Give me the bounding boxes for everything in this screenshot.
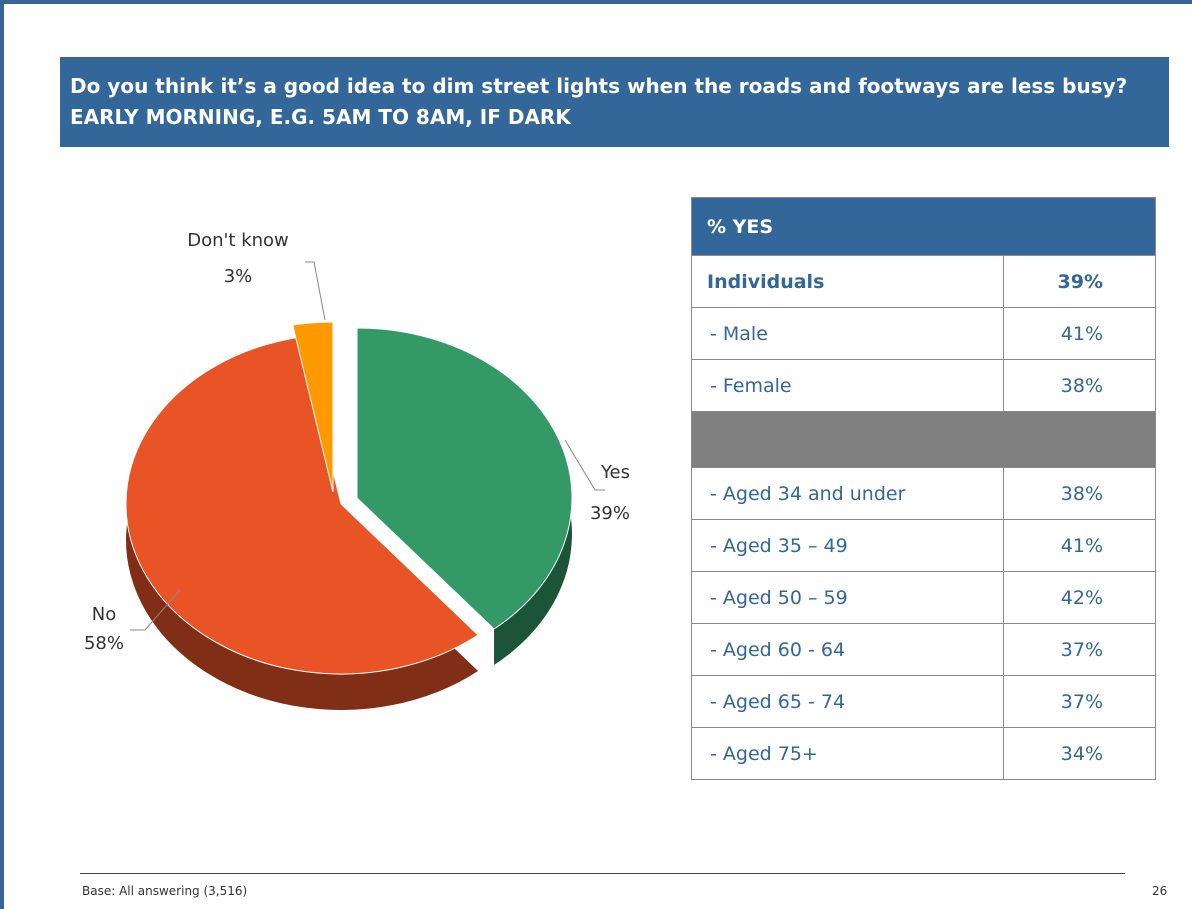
- pie-slice: [125, 336, 479, 675]
- row-value: 39%: [1002, 255, 1157, 308]
- slide-left-border: [0, 0, 4, 909]
- leader-line: [564, 439, 605, 491]
- page-number: 26: [1152, 884, 1168, 898]
- row-value: 41%: [1002, 307, 1157, 360]
- table-row: - Aged 34 and under 38%: [691, 467, 1157, 520]
- row-label: - Aged 35 – 49: [691, 519, 1004, 572]
- slice-label: Yes: [600, 462, 630, 483]
- slide-title: Do you think it’s a good idea to dim str…: [60, 57, 1169, 147]
- spacer-cell: [690, 411, 1157, 468]
- pie-slice-side: [125, 337, 479, 710]
- row-value: 37%: [1002, 675, 1157, 728]
- table-row: - Male 41%: [691, 307, 1157, 360]
- row-value: 37%: [1002, 623, 1157, 676]
- table-row: - Aged 50 – 59 42%: [691, 571, 1157, 624]
- results-table: % YES Individuals 39% - Male 41% - Female 3…: [690, 197, 1157, 780]
- row-label: Individuals: [691, 255, 1004, 308]
- slice-value-label: 58%: [84, 633, 124, 654]
- slice-value-label: 3%: [224, 266, 253, 287]
- slice-value-label: 39%: [590, 503, 630, 524]
- slide-top-border: [0, 0, 1192, 4]
- row-value: 34%: [1002, 727, 1157, 780]
- table-row: Individuals 39%: [691, 255, 1157, 308]
- row-label: - Aged 60 - 64: [691, 623, 1004, 676]
- table-spacer-row: [690, 411, 1157, 468]
- table-row: - Aged 75+ 34%: [691, 727, 1157, 780]
- row-label: - Female: [691, 359, 1004, 412]
- row-label: - Male: [691, 307, 1004, 360]
- table-row: - Aged 35 – 49 41%: [691, 519, 1157, 572]
- row-value: 42%: [1002, 571, 1157, 624]
- footer-divider: [80, 873, 1125, 874]
- leader-line: [305, 261, 326, 321]
- row-value: 41%: [1002, 519, 1157, 572]
- row-label: - Aged 65 - 74: [691, 675, 1004, 728]
- pie-slice: [292, 321, 334, 493]
- row-label: - Aged 50 – 59: [691, 571, 1004, 624]
- pie-slice: [356, 327, 573, 630]
- row-label: - Aged 34 and under: [691, 467, 1004, 520]
- row-label: - Aged 75+: [691, 727, 1004, 780]
- leader-line: [130, 589, 181, 631]
- table-row: - Aged 65 - 74 37%: [691, 675, 1157, 728]
- table-header: % YES: [690, 197, 1157, 256]
- slice-label: Don't know: [187, 230, 289, 251]
- table-row: - Female 38%: [691, 359, 1157, 412]
- table-row: - Aged 60 - 64 37%: [691, 623, 1157, 676]
- pie-chart: Yes 39% No 58% Don't know 3%: [84, 230, 630, 710]
- row-value: 38%: [1002, 359, 1157, 412]
- table-header-row: % YES: [690, 197, 1157, 256]
- row-value: 38%: [1002, 467, 1157, 520]
- base-note: Base: All answering (3,516): [82, 884, 248, 898]
- slice-label: No: [92, 604, 116, 625]
